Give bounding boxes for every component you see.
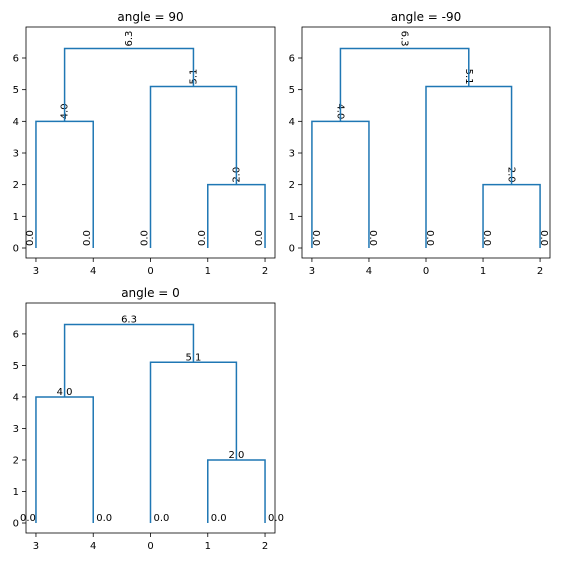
- dendrogram-link: [63, 47, 195, 122]
- panel-title: angle = -90: [391, 10, 462, 24]
- dendrogram-link: [311, 120, 370, 248]
- leaf-height-label: 0.0: [154, 513, 170, 524]
- x-tick-label: 0: [147, 266, 153, 277]
- panel-title: angle = 0: [121, 286, 180, 300]
- y-tick-label: 3: [13, 149, 19, 160]
- x-tick-label: 2: [537, 266, 543, 277]
- y-tick-label: 2: [13, 455, 19, 466]
- y-tick-label: 6: [13, 54, 19, 65]
- y-tick-label: 4: [289, 117, 295, 128]
- x-tick-label: 4: [366, 266, 372, 277]
- dendrogram-link: [149, 85, 238, 248]
- y-tick-label: 3: [13, 424, 19, 435]
- y-tick-label: 1: [289, 212, 295, 223]
- y-tick-label: 1: [13, 487, 19, 498]
- x-tick-label: 0: [147, 541, 153, 552]
- y-tick-label: 5: [13, 361, 19, 372]
- leaf-height-label: 0.0: [96, 513, 112, 524]
- y-tick-label: 5: [13, 85, 19, 96]
- x-tick-label: 3: [33, 541, 39, 552]
- x-tick-label: 4: [90, 266, 96, 277]
- x-tick-label: 1: [205, 541, 211, 552]
- x-tick-label: 1: [480, 266, 486, 277]
- leaf-height-label: 0.0: [197, 230, 208, 246]
- y-tick-label: 6: [289, 54, 295, 65]
- leaf-height-label: 0.0: [82, 230, 93, 246]
- leaf-height-label: 0.0: [538, 230, 549, 246]
- leaf-height-label: 0.0: [25, 230, 36, 246]
- leaf-height-label: 0.0: [481, 230, 492, 246]
- x-tick-label: 3: [33, 266, 39, 277]
- merge-height-label: 6.3: [121, 314, 137, 325]
- dendrogram-link: [63, 323, 195, 397]
- merge-height-label: 6.3: [399, 31, 410, 47]
- x-tick-label: 1: [205, 266, 211, 277]
- leaf-height-label: 0.0: [268, 513, 284, 524]
- merge-height-label: 6.3: [124, 31, 135, 47]
- y-tick-label: 5: [289, 85, 295, 96]
- leaf-height-label: 0.0: [211, 513, 227, 524]
- dendrogram-link: [149, 361, 238, 523]
- y-tick-label: 4: [13, 392, 19, 403]
- y-tick-label: 0: [289, 244, 295, 255]
- leaf-height-label: 0.0: [140, 230, 151, 246]
- leaf-height-label: 0.0: [254, 230, 265, 246]
- dendrogram-link: [482, 183, 541, 248]
- dendrogram-link: [425, 85, 513, 248]
- y-tick-label: 0: [13, 519, 19, 530]
- y-tick-label: 3: [289, 149, 295, 160]
- dendrogram-link: [207, 183, 266, 248]
- dendrogram-link: [35, 396, 94, 523]
- x-tick-label: 4: [90, 541, 96, 552]
- leaf-height-label: 0.0: [310, 230, 321, 246]
- leaf-height-label: 0.0: [367, 230, 378, 246]
- x-tick-label: 2: [262, 541, 268, 552]
- x-tick-label: 2: [262, 266, 268, 277]
- y-tick-label: 1: [13, 212, 19, 223]
- x-tick-label: 3: [309, 266, 315, 277]
- y-tick-label: 2: [289, 180, 295, 191]
- panel-title: angle = 90: [117, 10, 183, 24]
- leaf-height-label: 0.0: [20, 513, 36, 524]
- dendrogram-link: [207, 459, 266, 523]
- dendrogram-link: [35, 120, 94, 248]
- y-tick-label: 2: [13, 180, 19, 191]
- y-tick-label: 4: [13, 117, 19, 128]
- y-tick-label: 6: [13, 329, 19, 340]
- dendrogram-link: [339, 47, 470, 122]
- leaf-height-label: 0.0: [424, 230, 435, 246]
- x-tick-label: 0: [423, 266, 429, 277]
- y-tick-label: 0: [13, 244, 19, 255]
